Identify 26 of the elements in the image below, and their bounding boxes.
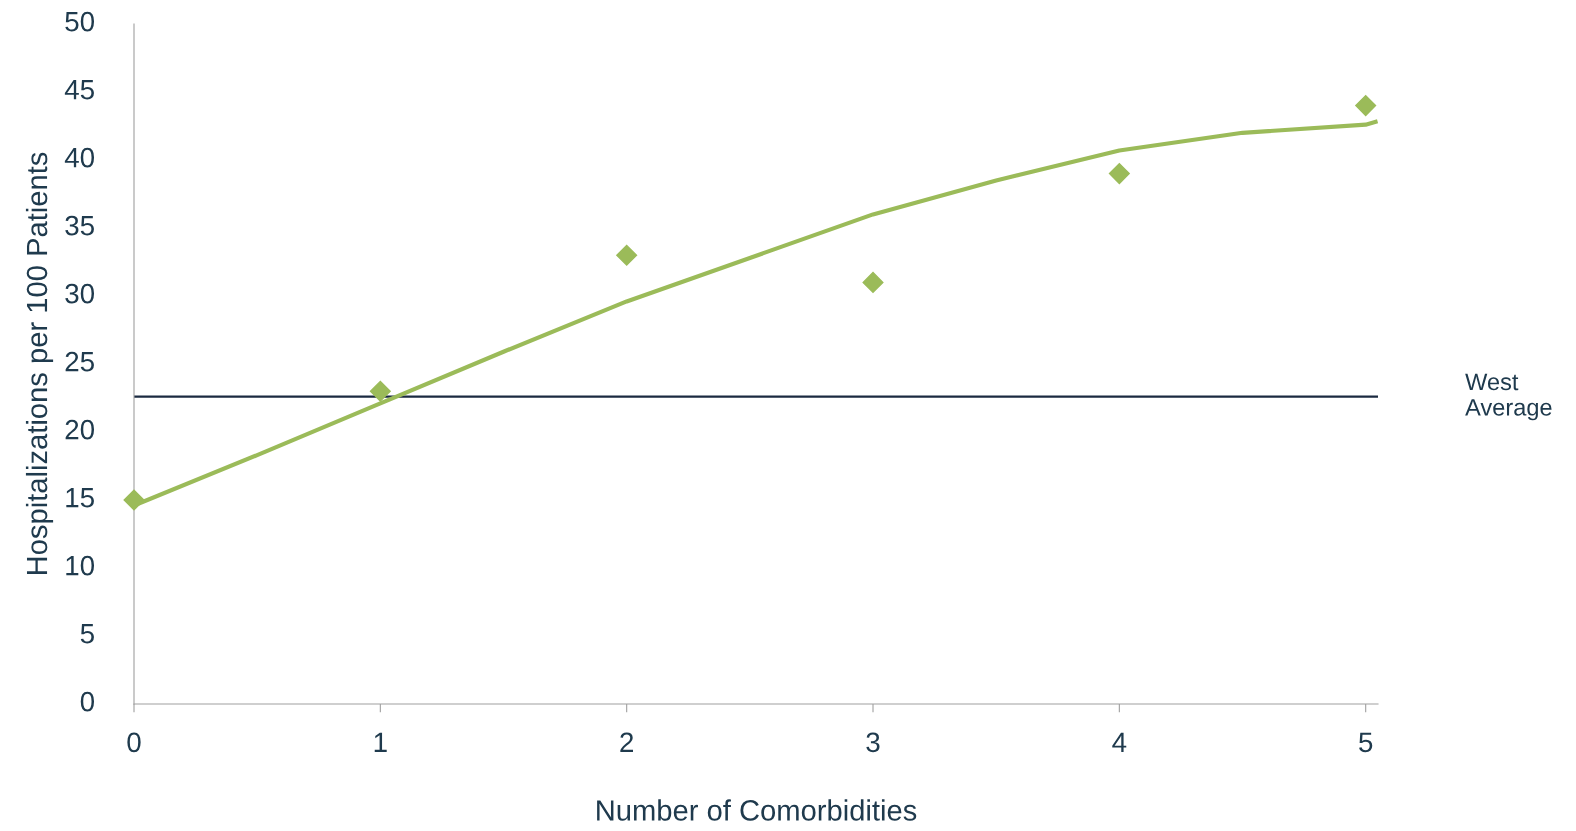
- x-tick-label: 3: [866, 732, 880, 753]
- y-tick-label: 20: [65, 419, 95, 440]
- x-tick-label: 0: [127, 732, 141, 753]
- y-tick-label: 50: [65, 11, 95, 32]
- x-tick-label: 2: [620, 732, 633, 752]
- x-tick-label: 1: [374, 732, 387, 752]
- y-tick-label: 35: [65, 215, 94, 236]
- y-tick-label: 15: [66, 488, 94, 508]
- y-tick-label: 10: [66, 555, 95, 576]
- y-tick-label: 45: [64, 80, 94, 100]
- y-tick-label: 0: [80, 691, 95, 712]
- y-axis-title: Hospitalizations per 100 Patients: [25, 152, 54, 574]
- point: [862, 271, 884, 293]
- y-tick-label: 25: [65, 351, 94, 372]
- x-tick-label: 4: [1112, 732, 1127, 752]
- point: [369, 380, 391, 402]
- point: [616, 244, 638, 266]
- y-tick-label: 40: [64, 147, 95, 168]
- point: [1108, 163, 1130, 185]
- y-tick-label: 30: [65, 283, 95, 304]
- point: [123, 489, 145, 511]
- x-tick-label: 5: [1359, 732, 1373, 753]
- ref-line-label: West Average: [1465, 373, 1552, 421]
- point: [1355, 95, 1377, 117]
- y-tick-label: 5: [80, 624, 94, 644]
- x-axis-title: Number of Comorbidities: [597, 799, 917, 821]
